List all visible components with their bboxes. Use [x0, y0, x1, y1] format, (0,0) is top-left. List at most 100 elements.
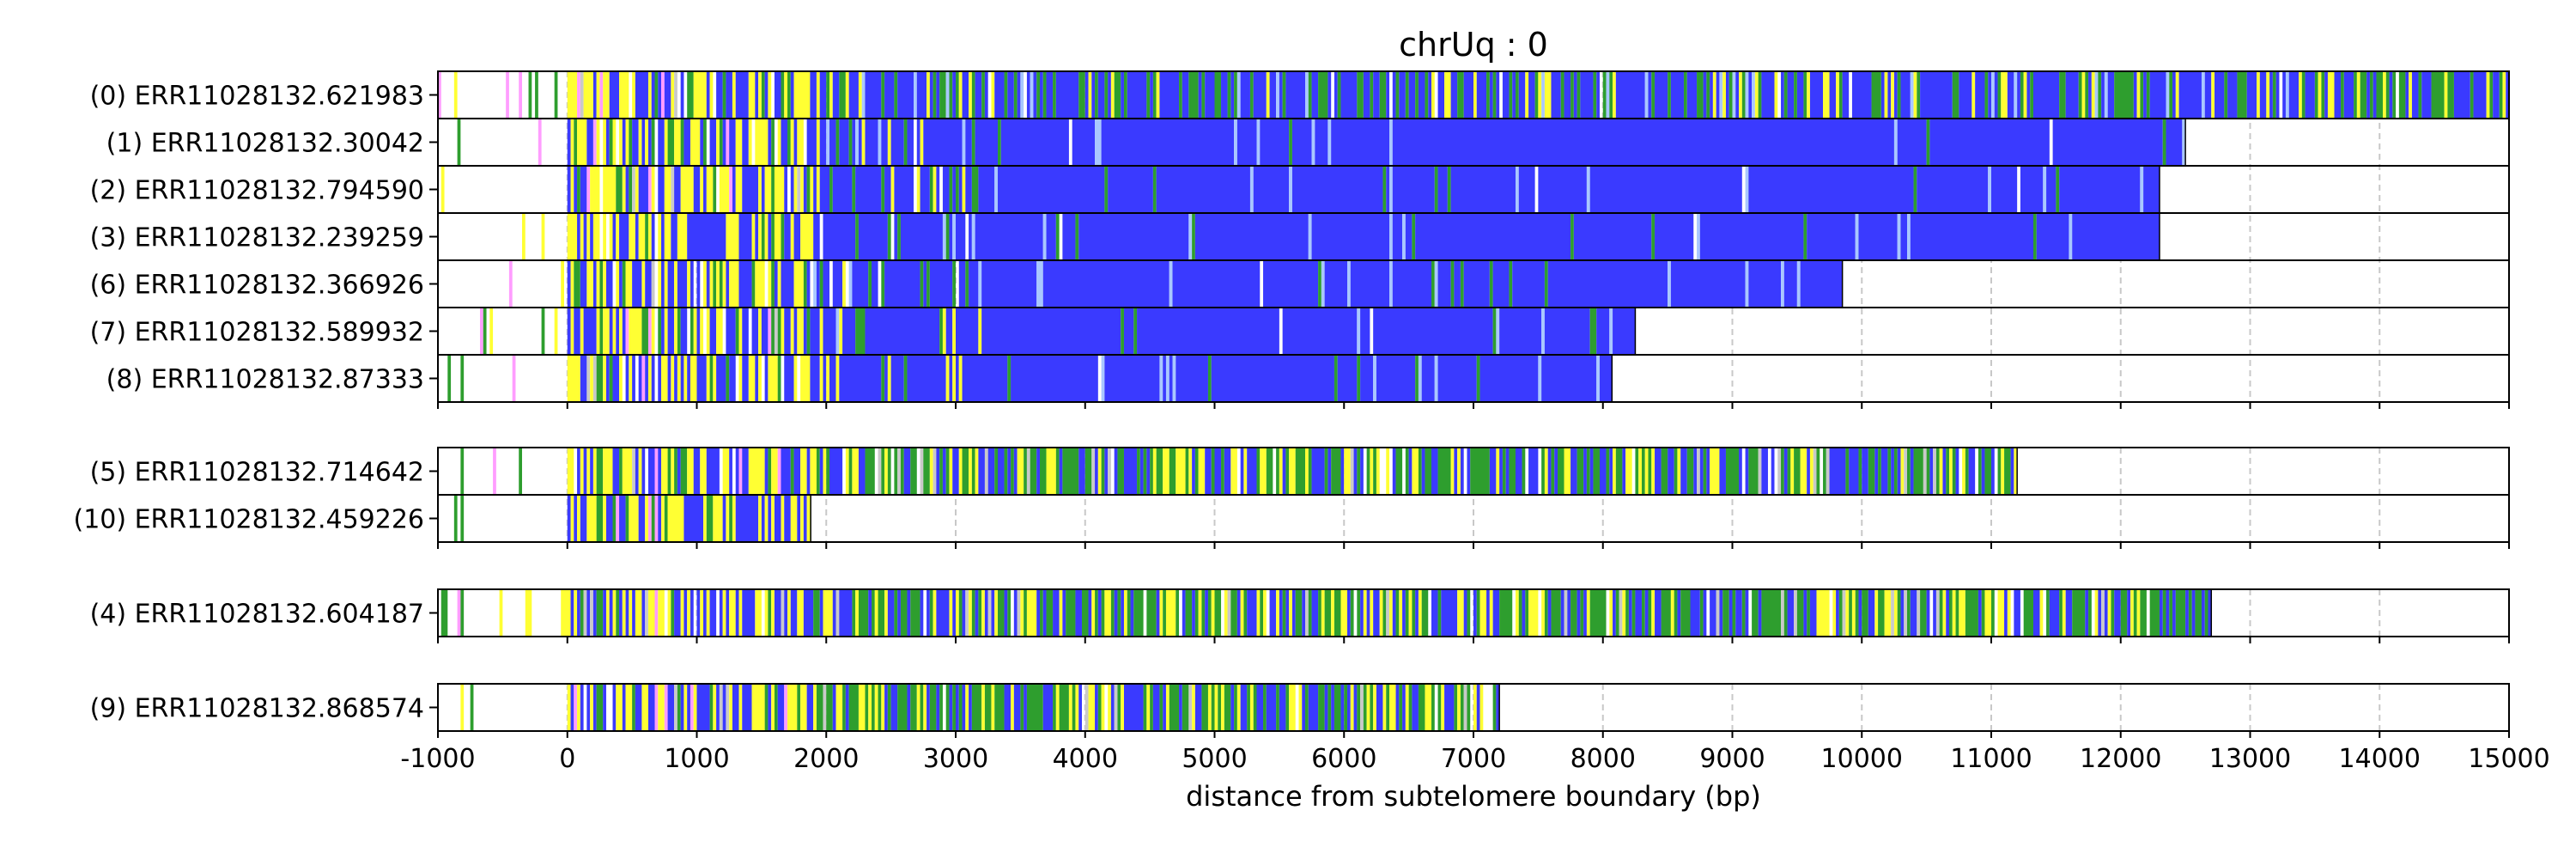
read-stripe [793, 356, 798, 401]
read-stripe [577, 496, 580, 541]
read-stripe [1496, 308, 1500, 354]
read-stripe [2059, 590, 2063, 636]
read-stripe [1194, 590, 1199, 636]
read-stripe [440, 590, 448, 636]
read-stripe [1370, 590, 1374, 636]
read-stripe [674, 590, 681, 636]
read-stripe [945, 685, 950, 730]
read-stripe [1741, 590, 1746, 636]
read-stripe [1179, 685, 1182, 730]
read-stripe [755, 214, 759, 259]
read-stripe [887, 119, 891, 165]
read-stripe [819, 261, 823, 307]
read-stripe [1152, 685, 1160, 730]
read-stripe [677, 308, 681, 354]
read-stripe [592, 590, 597, 636]
read-stripe [1311, 214, 1390, 259]
read-stripe [858, 119, 862, 165]
read-stripe [1929, 119, 2050, 165]
read-stripe [596, 308, 600, 354]
read-stripe [2486, 72, 2490, 118]
read-stripe [1165, 356, 1170, 401]
read-stripe [971, 119, 975, 165]
read-stripe [586, 119, 593, 165]
read-stripe [1053, 685, 1056, 730]
read-stripe [1011, 356, 1098, 401]
read-stripe [1467, 590, 1471, 636]
read-stripe [868, 261, 872, 307]
read-stripe [764, 496, 769, 541]
read-stripe [2091, 72, 2095, 118]
read-stripe [632, 261, 642, 307]
read-stripe [612, 214, 617, 259]
read-stripe [797, 167, 801, 212]
read-stripe [858, 214, 888, 259]
read-stripe [561, 590, 571, 636]
read-stripe [829, 448, 843, 494]
read-stripe [687, 448, 694, 494]
read-stripe [781, 214, 785, 259]
read-stripe [2004, 448, 2011, 494]
read-stripe [696, 590, 701, 636]
read-stripe [680, 590, 684, 636]
read-stripe [2059, 72, 2066, 118]
read-panel-group [438, 71, 2509, 402]
read-stripe [1425, 72, 1429, 118]
read-stripe [1046, 590, 1054, 636]
read-stripe [732, 685, 739, 730]
read-stripe [1260, 119, 1290, 165]
read-label: (10) ERR11028132.459226 [73, 505, 424, 535]
read-stripe [603, 590, 606, 636]
read-stripe [638, 214, 646, 259]
read-stripe [1434, 167, 1438, 212]
read-stripe [819, 167, 830, 212]
read-stripe [622, 261, 626, 307]
read-stripe [810, 72, 817, 118]
read-stripe [2246, 72, 2257, 118]
read-stripe [755, 590, 762, 636]
read-stripe [1631, 590, 1636, 636]
read-stripe [1007, 356, 1012, 401]
read-stripe [1042, 214, 1047, 259]
read-stripe [674, 119, 681, 165]
read-stripe [962, 119, 966, 165]
read-stripe [1959, 590, 1965, 636]
read-stripe [1761, 590, 1782, 636]
read-stripe [852, 448, 859, 494]
read-stripe [574, 119, 578, 165]
read-stripe [984, 72, 988, 118]
read-stripe [1302, 685, 1306, 730]
read-stripe [1291, 119, 1312, 165]
read-stripe [1571, 590, 1577, 636]
read-stripe [554, 72, 558, 118]
read-stripe [1127, 590, 1131, 636]
read-stripe [1121, 685, 1124, 730]
read-stripe [1450, 448, 1455, 494]
read-stripe [671, 448, 675, 494]
read-stripe [1547, 590, 1552, 636]
read-stripe [1279, 685, 1286, 730]
read-stripe [855, 214, 859, 259]
read-stripe [1489, 261, 1493, 307]
read-stripe [1677, 448, 1681, 494]
read-stripe [1399, 685, 1403, 730]
read-stripe [722, 590, 726, 636]
read-stripe [625, 119, 629, 165]
read-stripe [654, 590, 659, 636]
read-stripe [952, 167, 956, 212]
read-stripe [1337, 72, 1341, 118]
read-stripe [2085, 72, 2089, 118]
read-stripe [1807, 214, 1856, 259]
read-stripe [726, 356, 730, 401]
read-stripe [2107, 72, 2115, 118]
read-stripe [1781, 590, 1784, 636]
read-stripe [635, 590, 642, 636]
read-stripe [806, 308, 811, 354]
read-stripe [887, 448, 891, 494]
read-stripe [751, 685, 765, 730]
read-stripe [1486, 590, 1490, 636]
read-stripe [806, 167, 811, 212]
read-stripe [933, 448, 937, 494]
read-stripe [1211, 356, 1334, 401]
read-stripe [703, 167, 707, 212]
